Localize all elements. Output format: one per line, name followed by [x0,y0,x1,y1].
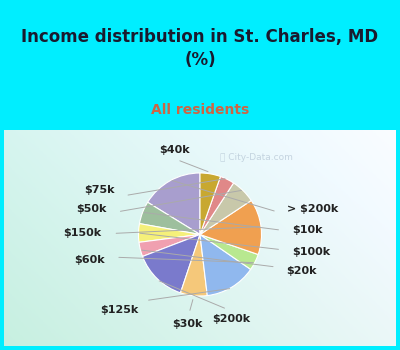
Wedge shape [200,176,234,235]
Wedge shape [142,234,200,293]
Text: > $200k: > $200k [287,204,339,214]
Text: $150k: $150k [64,228,102,238]
Text: $60k: $60k [74,256,105,265]
Wedge shape [200,173,220,235]
Text: $20k: $20k [286,266,317,277]
Text: All residents: All residents [151,103,249,117]
Text: ⓘ City-Data.com: ⓘ City-Data.com [220,153,292,162]
Text: $75k: $75k [85,185,115,195]
Wedge shape [180,234,207,296]
Wedge shape [140,202,200,234]
Text: $50k: $50k [76,204,106,214]
Text: Income distribution in St. Charles, MD
(%): Income distribution in St. Charles, MD (… [22,28,378,69]
Wedge shape [139,234,200,257]
Text: $10k: $10k [292,225,323,235]
Wedge shape [200,201,262,254]
Wedge shape [200,234,251,296]
Text: $100k: $100k [292,247,330,257]
Text: $40k: $40k [159,145,190,155]
Text: $30k: $30k [172,319,203,329]
Text: $200k: $200k [212,314,250,324]
Wedge shape [148,173,200,235]
Wedge shape [138,224,200,242]
Text: $125k: $125k [100,304,138,315]
Wedge shape [200,234,258,270]
Wedge shape [200,183,251,235]
